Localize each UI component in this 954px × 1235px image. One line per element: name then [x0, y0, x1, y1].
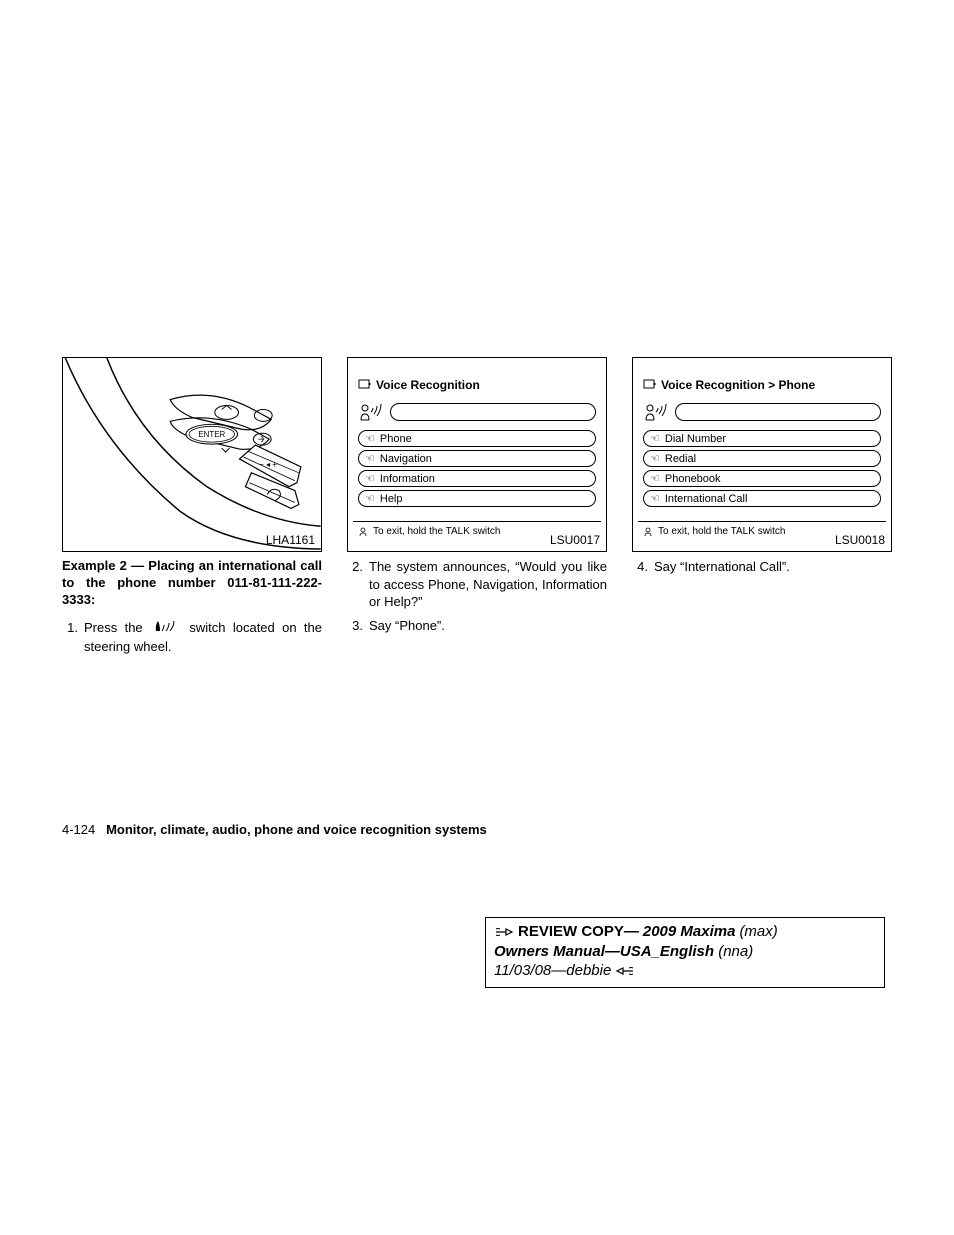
step-1: 1. Press the switch located on the steer… [62, 619, 322, 655]
options-list: ☜Dial Number ☜Redial ☜Phonebook ☜Interna… [643, 430, 881, 507]
step-4: 4. Say “International Call”. [632, 558, 892, 576]
speak-row [358, 402, 596, 422]
vr-title: Voice Recognition > Phone [643, 366, 881, 392]
steering-wheel-illustration: ENTER − ◂ + [63, 358, 321, 551]
vr-title: Voice Recognition [358, 366, 596, 392]
figure-vr-main: Voice Recognition ☜Phone ☜Navigation ☜In… [347, 357, 607, 552]
input-bubble [675, 403, 881, 421]
column-1: ENTER − ◂ + LHA1161 Example 2 — Placing … [62, 357, 322, 661]
input-bubble [390, 403, 596, 421]
talk-switch-icon [152, 619, 180, 638]
options-list: ☜Phone ☜Navigation ☜Information ☜Help [358, 430, 596, 507]
page-footer: 4-124 Monitor, climate, audio, phone and… [62, 822, 487, 837]
figure-label: LSU0017 [550, 533, 600, 547]
step-2: 2. The system announces, “Would you like… [347, 558, 607, 611]
column-3: Voice Recognition > Phone ☜Dial Number ☜… [632, 357, 892, 661]
figure-label: LHA1161 [266, 533, 315, 547]
figure-vr-phone: Voice Recognition > Phone ☜Dial Number ☜… [632, 357, 892, 552]
figure-steering-wheel: ENTER − ◂ + LHA1161 [62, 357, 322, 552]
svg-text:ENTER: ENTER [198, 430, 225, 439]
hand-right-icon [494, 925, 514, 939]
speak-icon [643, 402, 669, 422]
step-3: 3. Say “Phone”. [347, 617, 607, 635]
column-2: Voice Recognition ☜Phone ☜Navigation ☜In… [347, 357, 607, 661]
example-heading: Example 2 — Placing an international cal… [62, 558, 322, 609]
screen-icon [643, 379, 657, 391]
speak-row [643, 402, 881, 422]
hand-left-icon [615, 964, 635, 978]
review-stamp: REVIEW COPY—2009 Maxima (max) Owners Man… [485, 917, 885, 988]
speak-icon [358, 402, 384, 422]
svg-text:− ◂ +: − ◂ + [259, 460, 277, 469]
figure-label: LSU0018 [835, 533, 885, 547]
screen-icon [358, 379, 372, 391]
